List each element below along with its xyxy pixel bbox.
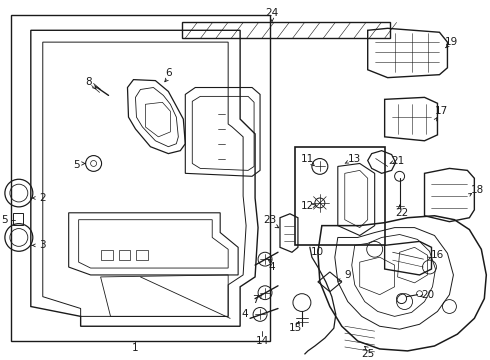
Bar bbox=[100, 250, 113, 260]
Text: 6: 6 bbox=[165, 68, 172, 78]
Text: 25: 25 bbox=[361, 349, 374, 359]
Text: 16: 16 bbox=[431, 250, 444, 260]
Text: 24: 24 bbox=[266, 8, 279, 18]
Text: 8: 8 bbox=[85, 77, 92, 87]
Text: 23: 23 bbox=[264, 215, 277, 225]
Bar bbox=[13, 213, 23, 225]
Text: 15: 15 bbox=[288, 323, 301, 333]
Text: 1: 1 bbox=[132, 343, 139, 353]
Text: 7: 7 bbox=[252, 294, 258, 305]
Text: 5: 5 bbox=[74, 161, 80, 170]
Text: 17: 17 bbox=[435, 106, 448, 116]
Text: 18: 18 bbox=[471, 185, 484, 195]
Text: 22: 22 bbox=[395, 208, 408, 218]
Text: 20: 20 bbox=[421, 290, 434, 300]
Bar bbox=[136, 250, 148, 260]
Text: 4: 4 bbox=[242, 309, 248, 319]
Text: 4: 4 bbox=[269, 262, 275, 272]
Text: 14: 14 bbox=[255, 336, 269, 346]
Text: 10: 10 bbox=[311, 247, 324, 257]
Text: 19: 19 bbox=[445, 37, 458, 47]
Text: 13: 13 bbox=[348, 153, 361, 163]
Text: 21: 21 bbox=[391, 156, 404, 166]
Text: 9: 9 bbox=[344, 270, 351, 280]
Text: 2: 2 bbox=[40, 193, 46, 203]
Text: 11: 11 bbox=[301, 153, 315, 163]
Text: 3: 3 bbox=[40, 240, 46, 250]
Text: 5: 5 bbox=[1, 215, 8, 225]
Text: 12: 12 bbox=[301, 201, 315, 211]
Bar bbox=[295, 147, 385, 246]
Bar bbox=[119, 250, 130, 260]
